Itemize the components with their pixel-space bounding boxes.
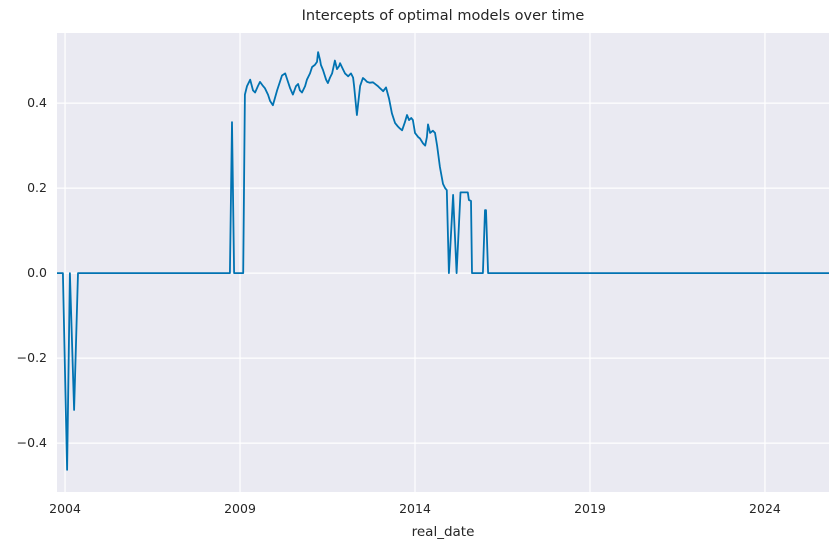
y-tick-label: 0.2	[27, 180, 47, 196]
x-axis-label: real_date	[411, 524, 475, 540]
y-tick-label: 0.0	[27, 265, 47, 281]
series-line-intercept	[57, 51, 829, 471]
y-tick-label: −0.4	[16, 435, 47, 451]
x-tick-label: 2024	[749, 501, 781, 516]
x-tick-label: 2009	[224, 501, 256, 516]
y-tick-label: −0.2	[16, 350, 47, 366]
x-tick-label: 2014	[399, 501, 431, 516]
chart-title: Intercepts of optimal models over time	[301, 8, 585, 24]
x-tick-label: 2004	[49, 501, 81, 516]
x-tick-label: 2019	[574, 501, 606, 516]
plot-area	[57, 33, 829, 492]
y-tick-label: 0.4	[27, 95, 47, 111]
plot-canvas	[57, 33, 829, 492]
